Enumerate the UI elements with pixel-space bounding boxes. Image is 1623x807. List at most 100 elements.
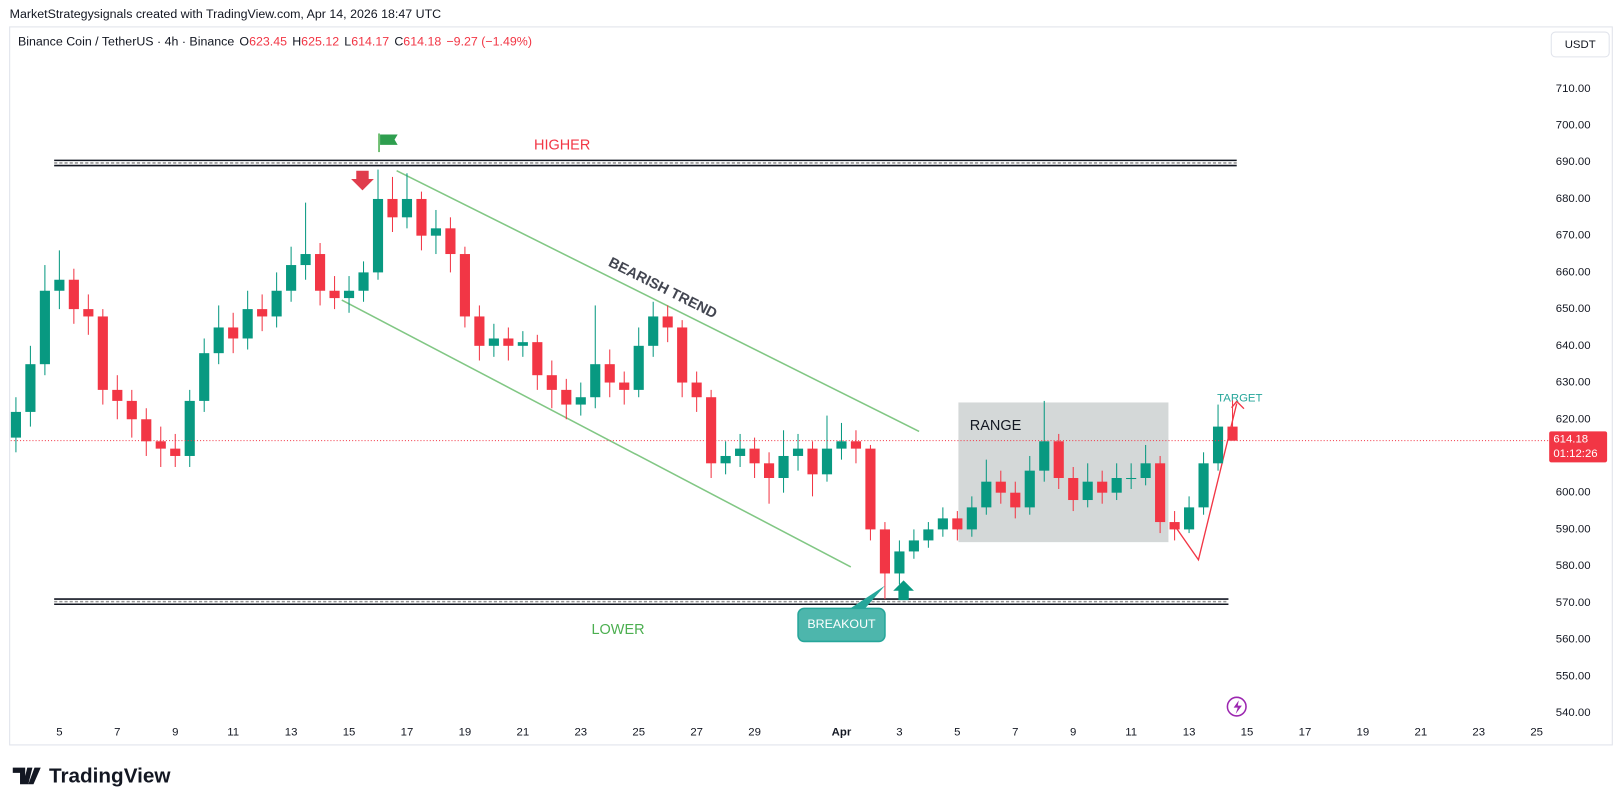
candle-body xyxy=(778,455,789,479)
candle-body xyxy=(474,316,485,346)
callout-pointer xyxy=(848,585,885,610)
flag xyxy=(380,134,398,145)
x-tick-label: 23 xyxy=(574,727,587,739)
candle-body xyxy=(923,529,934,541)
breakout-label: BREAKOUT xyxy=(807,617,876,631)
candle-body xyxy=(850,441,862,449)
candle-body xyxy=(879,529,890,574)
candle-body xyxy=(1140,463,1151,479)
candle-body xyxy=(821,448,833,475)
symbol: Binance Coin / TetherUS · 4h · Binance xyxy=(18,35,234,49)
candle-body xyxy=(677,327,688,383)
lower-label: LOWER xyxy=(591,622,644,638)
down-arrow xyxy=(351,170,374,191)
candle-body xyxy=(271,290,282,317)
currency-button[interactable] xyxy=(1550,31,1610,58)
candle-body xyxy=(430,228,442,236)
x-tick-label: 3 xyxy=(896,727,902,739)
y-tick-label: 640.00 xyxy=(1556,340,1591,352)
candle-body xyxy=(459,254,470,317)
candle-body xyxy=(488,338,499,346)
last-price-tag xyxy=(1549,431,1608,463)
candle-body xyxy=(387,198,398,218)
candle-body xyxy=(1111,478,1122,493)
last-price-label: 614.18 xyxy=(1553,434,1588,446)
candle-body xyxy=(706,397,717,464)
candle-body xyxy=(83,309,94,317)
countdown: 01:12:26 xyxy=(1553,448,1597,460)
y-tick-label: 560.00 xyxy=(1556,634,1591,646)
candle-body xyxy=(343,290,355,299)
candle-body xyxy=(503,338,514,346)
candle-body xyxy=(68,279,79,310)
x-tick-label: 19 xyxy=(459,727,472,739)
candle-body xyxy=(286,265,297,291)
x-tick-label: 7 xyxy=(1012,727,1018,739)
x-tick-label: 19 xyxy=(1357,727,1370,739)
candle-body xyxy=(300,254,311,266)
candle-body xyxy=(619,382,630,390)
target-label: TARGET xyxy=(1217,392,1262,404)
y-tick-label: 660.00 xyxy=(1556,266,1591,278)
candle-body xyxy=(561,389,572,405)
candle-body xyxy=(633,345,644,390)
candle-body xyxy=(763,463,775,479)
currency-label[interactable]: USDT xyxy=(1565,39,1596,51)
candle-body xyxy=(894,551,905,574)
x-tick-label: 23 xyxy=(1472,727,1485,739)
alert-icon[interactable] xyxy=(1226,696,1247,717)
candle-body xyxy=(1198,463,1209,508)
y-tick-label: 630.00 xyxy=(1556,377,1591,389)
breakout-box xyxy=(797,607,886,643)
x-tick-label: 29 xyxy=(748,727,761,739)
candle-body xyxy=(242,309,253,339)
y-tick-label: 690.00 xyxy=(1556,156,1591,168)
candle-body xyxy=(141,419,152,442)
candle-body xyxy=(1097,481,1108,493)
candle-body xyxy=(315,254,326,291)
o-label: O xyxy=(239,35,249,49)
candle-body xyxy=(517,342,528,346)
candle-body xyxy=(1024,470,1035,508)
x-tick-label: 21 xyxy=(1414,727,1427,739)
x-tick-label: 25 xyxy=(632,727,645,739)
x-tick-label: 27 xyxy=(690,727,703,739)
candle-body xyxy=(112,389,123,401)
l-label: L xyxy=(344,35,351,49)
y-tick-label: 620.00 xyxy=(1556,413,1591,425)
candle-body xyxy=(1053,441,1064,479)
y-tick-label: 680.00 xyxy=(1556,193,1591,205)
x-tick-label: 11 xyxy=(1125,727,1137,739)
c-label: C xyxy=(394,35,403,49)
candle-body xyxy=(807,448,818,475)
candle-body xyxy=(401,198,413,218)
candle-body xyxy=(952,518,963,530)
x-tick-label: 7 xyxy=(114,727,120,739)
candle-body xyxy=(1184,507,1195,530)
x-tick-label: 13 xyxy=(285,727,298,739)
range-label: RANGE xyxy=(970,418,1022,434)
candle-body xyxy=(937,518,948,530)
candle-body xyxy=(735,448,746,456)
candle-body xyxy=(257,309,268,317)
x-tick-label: 15 xyxy=(1241,727,1254,739)
candle-body xyxy=(372,198,384,273)
candle-body xyxy=(575,397,586,405)
x-tick-label: 17 xyxy=(1299,727,1312,739)
candle-body xyxy=(10,411,21,438)
x-tick-label: 13 xyxy=(1183,727,1196,739)
candle-body xyxy=(1126,478,1137,480)
candle-body xyxy=(749,448,760,464)
candle-body xyxy=(792,448,804,456)
brand: TradingView xyxy=(49,764,171,787)
y-tick-label: 600.00 xyxy=(1556,487,1591,499)
candle-body xyxy=(720,455,731,464)
candle-body xyxy=(199,353,210,401)
candle-body xyxy=(1227,426,1238,441)
high-value: 625.12 xyxy=(301,35,339,49)
candle-body xyxy=(416,198,427,236)
candle-body xyxy=(54,279,65,291)
y-tick-label: 650.00 xyxy=(1556,303,1591,315)
candle-body xyxy=(97,316,108,390)
